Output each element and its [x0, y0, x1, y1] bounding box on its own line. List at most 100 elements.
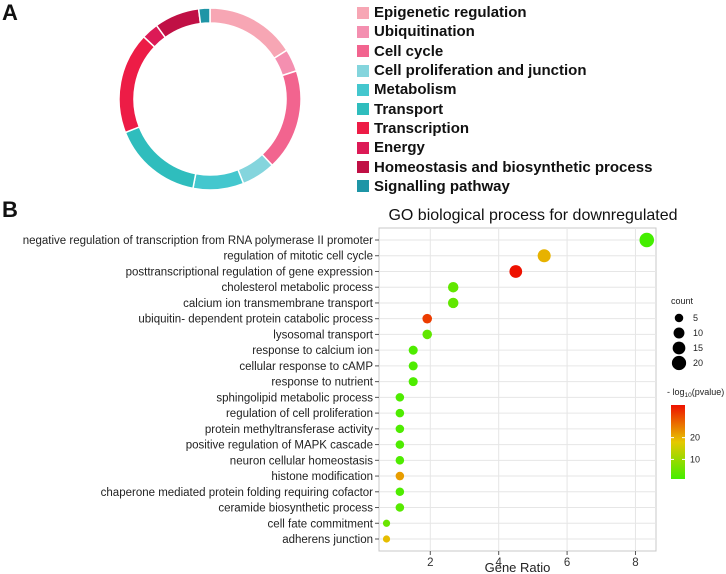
category-label: sphingolipid metabolic process	[216, 392, 373, 404]
panel-b-label: B	[2, 197, 18, 222]
data-point-sphingolipid-metabolic-process	[395, 393, 405, 402]
panel-a-label: A	[2, 0, 18, 25]
legend-swatch	[357, 25, 369, 38]
size-legend-dot	[674, 313, 684, 323]
donut-chart	[118, 7, 302, 191]
data-point-calcium-ion-transmembrane-transport	[447, 297, 459, 309]
legend-swatch	[357, 45, 369, 58]
plot-panel	[378, 227, 657, 552]
legend-label: Transcription	[374, 119, 470, 137]
data-point-cellular-response-to-camp	[408, 361, 418, 371]
color-legend-tick-label: 10	[690, 454, 700, 464]
data-point-posttranscriptional-regulation-of-gene-expression	[509, 265, 523, 278]
category-label: cell fate commitment	[268, 518, 374, 530]
donut-slice-transport	[124, 126, 197, 190]
size-legend-dot	[671, 355, 687, 371]
data-point-ubiquitin-dependent-protein-catabolic-process	[422, 313, 433, 324]
data-point-lysosomal-transport	[422, 329, 433, 340]
data-point-histone-modification	[395, 471, 405, 481]
legend-item-transport: Transport	[357, 99, 652, 118]
donut-slice-epigenetic-regulation	[209, 7, 288, 60]
category-label: cholesterol metabolic process	[222, 282, 374, 294]
size-legend-title: count	[671, 296, 694, 306]
legend-item-metabolism: Metabolism	[357, 80, 652, 99]
data-point-adherens-junction	[382, 535, 391, 543]
category-label: posttranscriptional regulation of gene e…	[126, 266, 373, 278]
data-point-protein-methyltransferase-activity	[395, 424, 405, 434]
category-label: ubiquitin- dependent protein catabolic p…	[138, 314, 373, 326]
data-point-regulation-of-cell-proliferation	[395, 408, 405, 418]
size-legend-label: 15	[693, 343, 703, 353]
category-label: regulation of mitotic cell cycle	[223, 251, 373, 263]
donut-slice-transcription	[118, 35, 156, 134]
category-label: histone modification	[271, 471, 373, 483]
legend-item-cell-cycle: Cell cycle	[357, 42, 652, 61]
legend-label: Metabolism	[374, 81, 457, 99]
data-point-cell-fate-commitment	[382, 519, 391, 527]
data-point-ceramide-biosynthetic-process	[395, 503, 405, 512]
legend-label: Cell cycle	[374, 42, 444, 60]
donut-slice-cell-cycle	[260, 69, 302, 167]
category-label: ceramide biosynthetic process	[218, 503, 373, 515]
category-label: positive regulation of MAPK cascade	[186, 440, 373, 452]
category-label: neuron cellular homeostasis	[230, 455, 373, 467]
size-legend-dot	[673, 327, 685, 339]
color-legend-title: - log10(pvalue)	[667, 387, 724, 399]
legend-swatch	[357, 83, 369, 96]
dot-plot: GO biological process for downregulated n…	[23, 207, 725, 574]
donut-legend: Epigenetic regulation Ubiquitination Cell …	[357, 3, 652, 196]
data-point-positive-regulation-of-mapk-cascade	[395, 440, 405, 449]
legend-label: Homeostasis and biosynthetic process	[374, 158, 653, 176]
data-point-negative-regulation-of-transcription-from-rna-polymerase-ii-promoter	[639, 232, 655, 248]
donut-slice-homeostasis-and-biosynthetic-process	[155, 7, 202, 39]
size-legend-label: 20	[693, 358, 703, 368]
legend-item-transcription: Transcription	[357, 119, 652, 138]
legend-swatch	[357, 64, 369, 77]
color-legend-bar	[671, 405, 685, 479]
category-label: lysosomal transport	[273, 329, 374, 341]
category-label: adherens junction	[282, 534, 373, 546]
category-label: cellular response to cAMP	[239, 361, 373, 373]
legend-swatch	[357, 161, 369, 174]
x-tick-label: 2	[427, 557, 433, 569]
donut-slice-signalling-pathway	[197, 7, 211, 25]
legend-item-homeostasis-and-biosynthetic-process: Homeostasis and biosynthetic process	[357, 157, 652, 176]
chart-title: GO biological process for downregulated	[388, 207, 677, 224]
data-point-response-to-calcium-ion	[408, 345, 418, 355]
size-legend-label: 5	[693, 313, 698, 323]
legend-label: Transport	[374, 100, 444, 118]
legend-swatch	[357, 103, 369, 116]
category-label: regulation of cell proliferation	[226, 408, 373, 420]
legend-item-ubiquitination: Ubiquitination	[357, 22, 652, 41]
legend-item-signalling-pathway: Signalling pathway	[357, 177, 652, 196]
legend-label: Epigenetic regulation	[374, 4, 527, 22]
category-label: negative regulation of transcription fro…	[23, 235, 373, 247]
data-point-neuron-cellular-homeostasis	[395, 456, 405, 465]
x-tick-label: 4	[495, 557, 502, 569]
legend-label: Signalling pathway	[374, 177, 510, 195]
data-point-regulation-of-mitotic-cell-cycle	[537, 249, 551, 263]
category-label: calcium ion transmembrane transport	[183, 298, 374, 310]
legend-label: Cell proliferation and junction	[374, 62, 587, 80]
legend-swatch	[357, 122, 369, 135]
x-tick-label: 8	[632, 557, 638, 569]
legend-item-cell-proliferation-and-junction: Cell proliferation and junction	[357, 61, 652, 80]
legend-label: Energy	[374, 139, 425, 157]
legend-item-epigenetic-regulation: Epigenetic regulation	[357, 3, 652, 22]
size-legend-label: 10	[693, 328, 703, 338]
category-label: chaperone mediated protein folding requi…	[101, 487, 374, 499]
x-tick-label: 6	[564, 557, 570, 569]
donut-slice-metabolism	[192, 168, 245, 191]
color-legend-tick-label: 20	[690, 433, 700, 443]
category-label: response to calcium ion	[252, 345, 373, 357]
legend-swatch	[357, 141, 369, 154]
data-point-response-to-nutrient	[408, 377, 418, 387]
legend-item-energy: Energy	[357, 138, 652, 157]
data-point-cholesterol-metabolic-process	[447, 281, 459, 293]
size-legend-dot	[672, 341, 686, 355]
category-label: protein methyltransferase activity	[205, 424, 373, 436]
category-label: response to nutrient	[271, 377, 373, 389]
legend-swatch	[357, 6, 369, 19]
x-axis-label: Gene Ratio	[485, 560, 551, 574]
legend-swatch	[357, 180, 369, 193]
